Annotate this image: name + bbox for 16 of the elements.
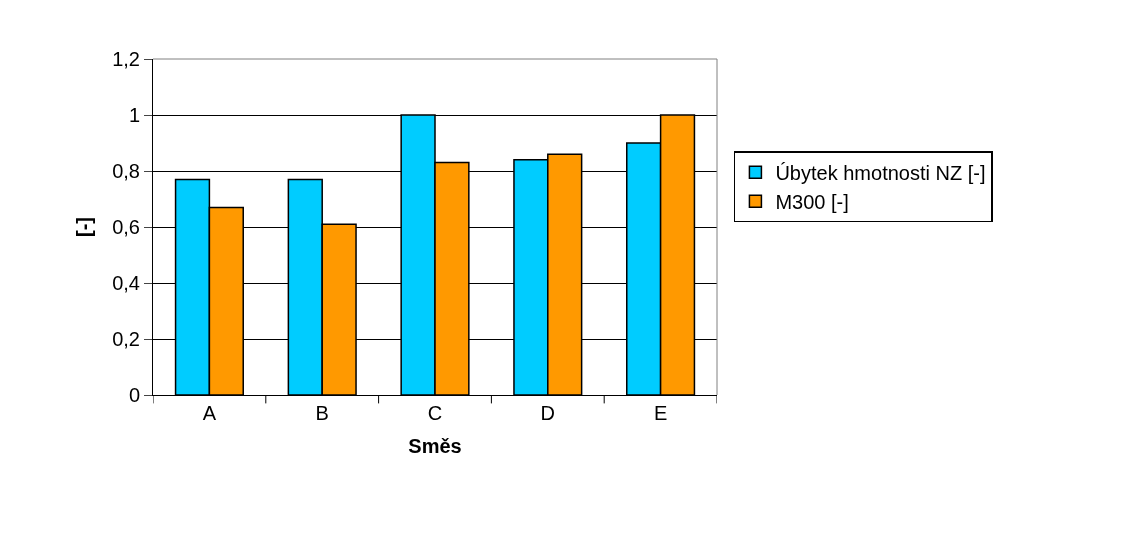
legend-label: M300 [-] [775,190,849,213]
y-axis-title: [-] [72,217,95,237]
legend-label: Úbytek hmotnosti NZ [-] [775,161,986,184]
y-tick-label: 0,4 [112,272,140,294]
y-tick-label: 0,6 [112,216,140,238]
x-tick-label: E [653,402,668,424]
x-tick-label: D [540,402,556,424]
y-tick-label: 1 [128,104,140,126]
x-tick-label: A [202,402,217,424]
y-tick-label: 0 [128,384,140,406]
x-tick-label: B [315,402,329,424]
x-axis-title: Směs [408,434,462,457]
y-tick-label: 0,2 [112,328,140,350]
y-tick-label: 1,2 [112,48,140,70]
y-tick-label: 0,8 [112,160,140,182]
x-tick-label: C [427,402,443,424]
